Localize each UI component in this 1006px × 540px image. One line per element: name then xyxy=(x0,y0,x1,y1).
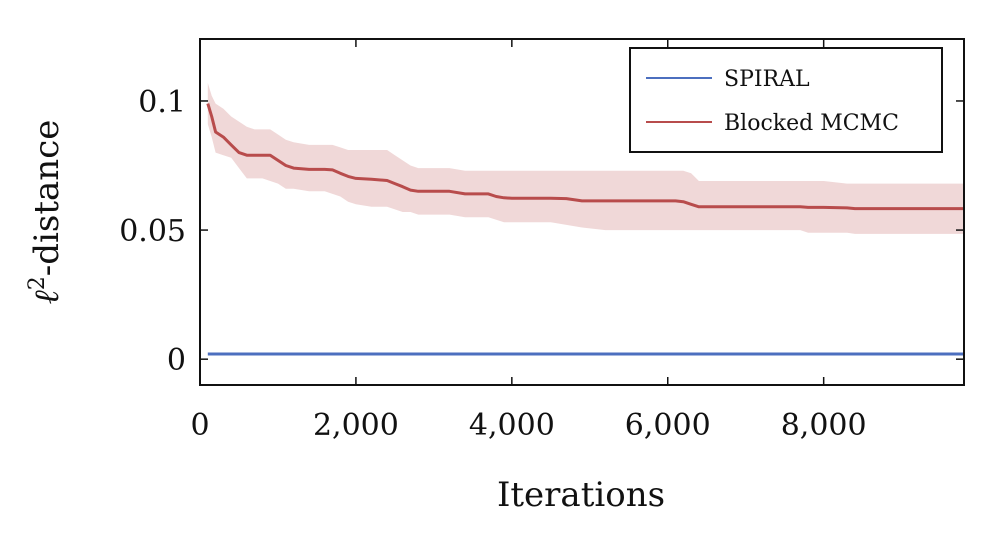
legend-label-spiral: SPIRAL xyxy=(724,67,810,92)
x-tick-label-2: 4,000 xyxy=(469,408,555,443)
legend: SPIRAL Blocked MCMC xyxy=(629,47,943,153)
y-axis-title-symbol: ℓ xyxy=(27,290,67,304)
confidence-band-1 xyxy=(207,82,965,234)
y-tick-label-0: 0 xyxy=(167,343,186,378)
y-axis-title: ℓ2-distance xyxy=(25,120,67,305)
y-tick-label-1: 0.05 xyxy=(119,214,186,249)
plot-frame xyxy=(199,38,965,386)
legend-label-blocked-mcmc: Blocked MCMC xyxy=(724,111,899,136)
series-line-1 xyxy=(206,103,964,211)
x-tick-label-1: 2,000 xyxy=(313,408,399,443)
legend-box xyxy=(629,47,943,153)
plot-layer xyxy=(206,82,965,356)
x-tick-label-3: 6,000 xyxy=(625,408,711,443)
x-tick-label-4: 8,000 xyxy=(781,408,867,443)
y-tick-label-2: 0.1 xyxy=(138,85,186,120)
y-axis-title-rest: -distance xyxy=(27,120,67,277)
x-axis-title: Iterations xyxy=(497,475,665,515)
tick-layer: 0 2,000 4,000 6,000 8,000 0 0.05 0.1 xyxy=(119,39,964,443)
y-axis-title-superscript: 2 xyxy=(25,276,50,290)
x-tick-label-0: 0 xyxy=(190,408,209,443)
